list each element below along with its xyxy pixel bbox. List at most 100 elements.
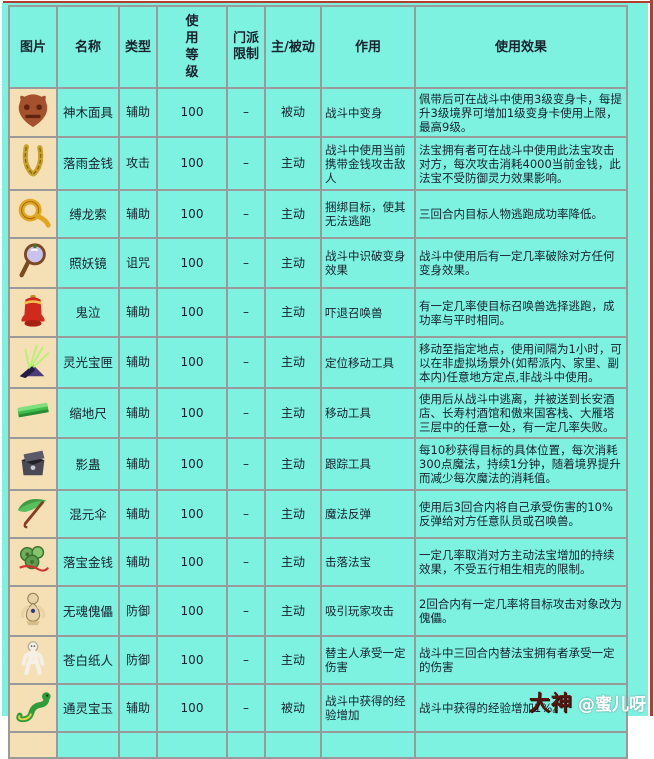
table-row: 无魂傀儡 防御 100 – 主动 吸引玩家攻击 2回合内有一定几率将目标攻击对象… [8, 585, 628, 637]
item-function: 战斗中识破变身效果 [320, 237, 416, 289]
item-use-level: 100 [156, 489, 228, 539]
item-image-cell [8, 731, 58, 759]
item-function: 捆绑目标，使其无法逃跑 [320, 189, 416, 239]
item-effect: 佩带后可在战斗中使用3级变身卡，每提升3级境界可增加1级变身卡使用上限，最高9级… [414, 87, 628, 138]
item-use-level: 100 [156, 189, 228, 239]
item-active-passive: 主动 [264, 537, 322, 587]
item-sect-limit: – [226, 237, 266, 289]
table-row: 灵光宝匣 辅助 100 – 主动 定位移动工具 移动至指定地点，使用间隔为1小时… [8, 336, 628, 389]
item-use-level: 100 [156, 585, 228, 637]
item-type: 辅助 [118, 683, 158, 733]
table-row: 神木面具 辅助 100 – 被动 战斗中变身 佩带后可在战斗中使用3级变身卡，每… [8, 87, 628, 138]
watermark-author-handle: @蜜儿呀 [578, 695, 646, 715]
table-row: 落宝金钱 辅助 100 – 主动 击落法宝 一定几率取消对方主动法宝增加的持续效… [8, 537, 628, 587]
item-function: 移动工具 [320, 387, 416, 439]
item-sect-limit: – [226, 437, 266, 491]
item-image-cell [8, 585, 58, 637]
item-sect-limit: – [226, 489, 266, 539]
item-use-level: 100 [156, 336, 228, 389]
item-type: 辅助 [118, 287, 158, 338]
item-active-passive: 主动 [264, 237, 322, 289]
item-name: 灵光宝匣 [56, 336, 120, 389]
item-name: 苍白纸人 [56, 635, 120, 685]
item-effect: 法宝拥有者可在战斗中使用此法宝攻击对方，每次攻击消耗4000当前金钱，此法宝不受… [414, 136, 628, 191]
item-function: 跟踪工具 [320, 437, 416, 491]
item-use-level: 100 [156, 683, 228, 733]
item-function: 战斗中获得的经验增加 [320, 683, 416, 733]
green-umbrella-icon [14, 493, 52, 531]
item-effect: 三回合内目标人物逃跑成功率降低。 [414, 189, 628, 239]
item-name: 通灵宝玉 [56, 683, 120, 733]
item-active-passive: 主动 [264, 287, 322, 338]
table-row: 鬼泣 辅助 100 – 主动 吓退召唤兽 有一定几率使目标召唤兽选择逃跑，成功率… [8, 287, 628, 338]
item-active-passive: 被动 [264, 87, 322, 138]
item-use-level: 100 [156, 635, 228, 685]
wooden-mask-icon [14, 92, 52, 130]
item-type: 辅助 [118, 437, 158, 491]
item-active-passive: 被动 [264, 683, 322, 733]
item-effect: 一定几率取消对方主动法宝增加的持续效果，不受五行相生相克的限制。 [414, 537, 628, 587]
item-use-level: 100 [156, 537, 228, 587]
table-row-clipped [8, 731, 628, 759]
coin-necklace-icon [14, 143, 52, 181]
item-use-level: 100 [156, 87, 228, 138]
item-image-cell [8, 287, 58, 338]
item-type: 辅助 [118, 387, 158, 439]
item-function: 替主人承受一定伤害 [320, 635, 416, 685]
item-image-cell [8, 136, 58, 191]
item-name: 影蛊 [56, 437, 120, 491]
item-name: 缩地尺 [56, 387, 120, 439]
red-bell-icon [14, 292, 52, 330]
item-function: 吓退召唤兽 [320, 287, 416, 338]
item-sect-limit: – [226, 136, 266, 191]
item-sect-limit: – [226, 537, 266, 587]
item-image-cell [8, 489, 58, 539]
item-active-passive: 主动 [264, 136, 322, 191]
item-effect: 战斗中使用后有一定几率破除对方任何变身效果。 [414, 237, 628, 289]
item-active-passive: 主动 [264, 489, 322, 539]
item-effect: 使用后从战斗中逃离，并被送到长安酒店、长寿村酒馆和傲来国客栈、大雁塔三层中的任意… [414, 387, 628, 439]
item-active-passive: 主动 [264, 585, 322, 637]
light-box-icon [14, 342, 52, 380]
item-active-passive: 主动 [264, 387, 322, 439]
paper-man-icon [14, 639, 52, 677]
item-name: 鬼泣 [56, 287, 120, 338]
item-active-passive: 主动 [264, 437, 322, 491]
item-function: 吸引玩家攻击 [320, 585, 416, 637]
watermark-brand-logo: 大神 [528, 691, 573, 715]
puppet-icon [14, 590, 52, 628]
header-effect: 使用效果 [414, 5, 628, 89]
item-image-cell [8, 437, 58, 491]
item-sect-limit: – [226, 387, 266, 439]
item-effect: 有一定几率使目标召唤兽选择逃跑，成功率与平时相同。 [414, 287, 628, 338]
item-type: 辅助 [118, 87, 158, 138]
jade-jewel-icon [14, 687, 52, 725]
item-function: 魔法反弹 [320, 489, 416, 539]
item-use-level: 100 [156, 387, 228, 439]
item-sect-limit: – [226, 635, 266, 685]
item-name: 照妖镜 [56, 237, 120, 289]
item-image-cell [8, 635, 58, 685]
item-type: 防御 [118, 635, 158, 685]
header-function: 作用 [320, 5, 416, 89]
watermark: 大神 @蜜儿呀 [529, 687, 646, 717]
header-name: 名称 [56, 5, 120, 89]
item-image-cell [8, 87, 58, 138]
item-image-cell [8, 189, 58, 239]
green-ruler-icon [14, 392, 52, 430]
item-use-level: 100 [156, 237, 228, 289]
table-row: 混元伞 辅助 100 – 主动 魔法反弹 使用后3回合内将自己承受伤害的10%反… [8, 489, 628, 539]
item-function: 定位移动工具 [320, 336, 416, 389]
table-row: 照妖镜 诅咒 100 – 主动 战斗中识破变身效果 战斗中使用后有一定几率破除对… [8, 237, 628, 289]
table-row: 缩地尺 辅助 100 – 主动 移动工具 使用后从战斗中逃离，并被送到长安酒店、… [8, 387, 628, 439]
frame-line-top [3, 1, 651, 3]
item-type: 辅助 [118, 489, 158, 539]
item-active-passive: 主动 [264, 336, 322, 389]
table-row: 落雨金钱 攻击 100 – 主动 战斗中使用当前携带金钱攻击敌人 法宝拥有者可在… [8, 136, 628, 191]
treasure-table: 图片 名称 类型 使用等级 门派限制 主/被动 作用 使用效果 神木面具 辅助 … [8, 5, 628, 759]
header-active-passive: 主/被动 [264, 5, 322, 89]
demon-mirror-icon [14, 242, 52, 280]
item-type: 辅助 [118, 189, 158, 239]
item-image-cell [8, 237, 58, 289]
header-sect-limit: 门派限制 [226, 5, 266, 89]
